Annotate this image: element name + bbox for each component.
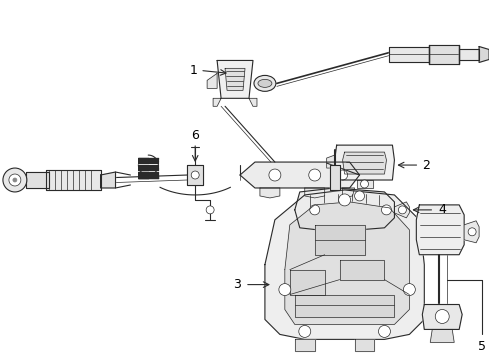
Polygon shape — [295, 339, 315, 351]
Circle shape — [382, 205, 392, 215]
Circle shape — [3, 168, 27, 192]
Circle shape — [206, 206, 214, 214]
Polygon shape — [305, 188, 325, 198]
Polygon shape — [100, 172, 116, 188]
Polygon shape — [225, 68, 245, 90]
Circle shape — [13, 178, 17, 182]
Polygon shape — [315, 225, 365, 255]
Circle shape — [309, 169, 321, 181]
Polygon shape — [330, 165, 340, 190]
Polygon shape — [295, 294, 394, 318]
Polygon shape — [26, 172, 49, 188]
Polygon shape — [355, 339, 374, 351]
Polygon shape — [343, 188, 355, 198]
Polygon shape — [46, 170, 100, 190]
Polygon shape — [416, 205, 464, 255]
Polygon shape — [265, 190, 424, 339]
Circle shape — [339, 194, 350, 206]
Circle shape — [338, 170, 347, 180]
Ellipse shape — [258, 80, 272, 87]
Polygon shape — [335, 145, 394, 180]
Circle shape — [191, 171, 199, 179]
Circle shape — [310, 205, 319, 215]
Circle shape — [355, 191, 365, 201]
Polygon shape — [430, 329, 454, 342]
Polygon shape — [390, 46, 429, 62]
Polygon shape — [213, 98, 221, 106]
Polygon shape — [207, 73, 217, 88]
Polygon shape — [260, 188, 280, 198]
Circle shape — [361, 180, 368, 188]
Polygon shape — [343, 152, 387, 174]
Polygon shape — [429, 45, 459, 64]
Polygon shape — [327, 155, 335, 168]
Polygon shape — [479, 46, 489, 62]
Polygon shape — [249, 98, 257, 106]
Circle shape — [435, 310, 449, 323]
Polygon shape — [357, 180, 372, 188]
Polygon shape — [464, 221, 479, 243]
Circle shape — [279, 284, 291, 296]
Polygon shape — [394, 202, 409, 218]
Text: 1: 1 — [189, 64, 197, 77]
Text: 6: 6 — [191, 129, 199, 142]
Circle shape — [398, 206, 406, 214]
Text: 3: 3 — [233, 278, 241, 291]
Circle shape — [9, 174, 21, 186]
Polygon shape — [290, 270, 325, 294]
Polygon shape — [285, 202, 409, 324]
Polygon shape — [422, 305, 462, 329]
Text: 5: 5 — [478, 340, 486, 353]
Polygon shape — [217, 60, 253, 98]
Polygon shape — [459, 49, 479, 60]
Ellipse shape — [254, 75, 276, 91]
Polygon shape — [240, 162, 360, 188]
Circle shape — [468, 228, 476, 236]
Circle shape — [378, 325, 391, 337]
Circle shape — [403, 284, 416, 296]
Circle shape — [269, 169, 281, 181]
Text: 4: 4 — [438, 203, 446, 216]
Circle shape — [299, 325, 311, 337]
Text: 2: 2 — [422, 158, 430, 172]
Polygon shape — [295, 188, 394, 232]
Polygon shape — [187, 165, 203, 185]
Polygon shape — [340, 260, 385, 280]
